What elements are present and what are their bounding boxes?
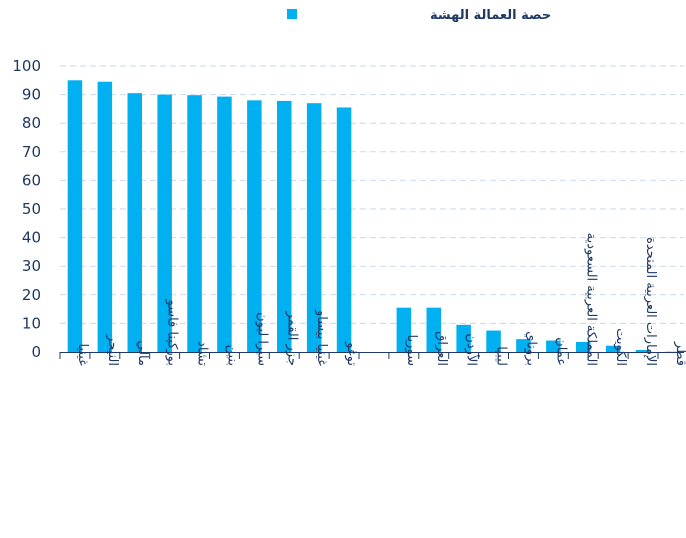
x-category-label: توغو <box>344 341 359 366</box>
y-tick-label: 10 <box>22 314 41 332</box>
x-category-label: الأردن <box>464 333 481 366</box>
x-category-label: ليبيا <box>494 346 509 366</box>
bar <box>306 103 322 353</box>
x-category-label: بروناي <box>523 331 538 366</box>
x-category-label: الإمارات العربية المتحدة <box>643 237 658 366</box>
bar <box>396 307 412 352</box>
bar <box>605 345 621 352</box>
bar <box>576 341 591 352</box>
y-tick-label: 50 <box>22 200 41 218</box>
bar <box>127 93 142 353</box>
legend-swatch <box>287 9 297 19</box>
legend-label: حصة العمالة الهشة <box>430 8 551 23</box>
x-category-label: بوركينا فاسو <box>165 298 180 366</box>
bar <box>486 330 501 352</box>
bar <box>635 349 651 352</box>
x-category-label: غينيا بيساو <box>314 309 329 366</box>
x-category-label: عمان <box>553 337 568 366</box>
bars <box>67 80 681 353</box>
y-tick-label: 0 <box>31 343 41 361</box>
bar <box>187 95 202 352</box>
bar <box>217 96 232 353</box>
x-category-label: بنين <box>224 345 239 366</box>
x-category-label: المملكة العربية السعودية <box>583 233 598 366</box>
x-category-label: النيجر <box>105 334 120 366</box>
y-axis-tick-labels: 0 10 20 30 40 50 60 70 80 90 100 <box>12 57 41 361</box>
x-axis-ticks <box>59 352 659 359</box>
bar <box>247 100 262 352</box>
bar <box>426 307 441 352</box>
bar <box>67 80 83 353</box>
y-tick-label: 60 <box>22 171 41 189</box>
x-category-label: قطر <box>673 341 686 366</box>
x-category-label: الكويت <box>613 328 628 366</box>
bar <box>546 340 561 352</box>
y-tick-label: 20 <box>22 286 41 304</box>
y-tick-label: 30 <box>22 257 41 275</box>
x-category-label: غينيا <box>75 343 90 366</box>
y-tick-label: 100 <box>12 57 41 75</box>
x-category-label: العراق <box>434 331 449 366</box>
bar <box>277 100 292 352</box>
legend: حصة العمالة الهشة <box>287 8 551 23</box>
bar <box>157 94 172 352</box>
x-category-label: جزر القمر <box>284 311 299 366</box>
y-tick-label: 70 <box>22 143 41 161</box>
x-category-label: سيرا ليون <box>254 312 269 366</box>
x-axis-category-labels: غينيا النيجر مالي بوركينا فاسو تشاد بنين سيرا … <box>75 233 686 367</box>
bar <box>336 107 352 352</box>
y-tick-label: 80 <box>22 114 41 132</box>
bar <box>516 339 531 352</box>
x-category-label: تشاد <box>195 341 210 366</box>
y-tick-label: 40 <box>22 229 41 247</box>
y-tick-label: 90 <box>22 86 41 104</box>
x-category-label: مالي <box>135 340 150 366</box>
bar <box>97 81 113 352</box>
bar <box>456 324 471 352</box>
x-category-label: سوريا <box>404 335 419 366</box>
